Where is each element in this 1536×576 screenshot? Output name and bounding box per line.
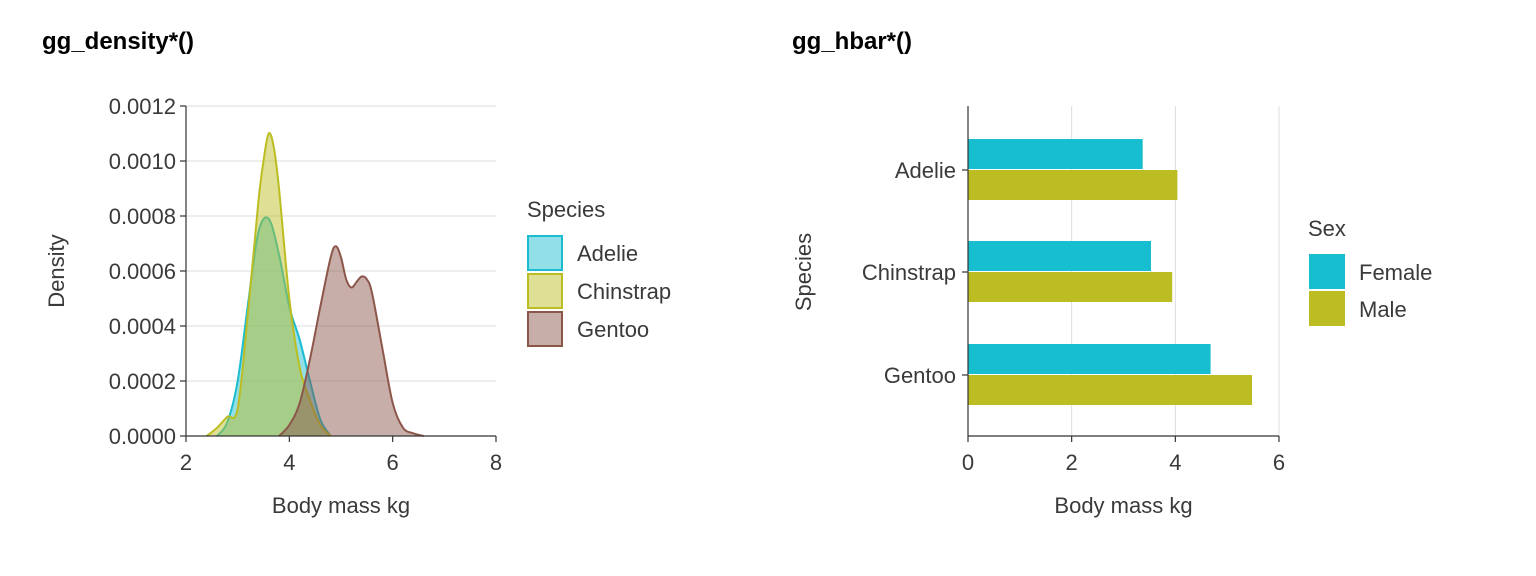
hbar-y-axis-title: Species (791, 233, 816, 311)
density-y-tick-label: 0.0002 (109, 369, 176, 394)
density-x-tick-label: 6 (387, 450, 399, 475)
hbar-x-tick-label: 6 (1273, 450, 1285, 475)
hbar-bar-gentoo-male (968, 375, 1253, 405)
density-legend-label: Adelie (577, 241, 638, 266)
hbar-bar-chinstrap-female (968, 241, 1151, 271)
hbar-legend-label: Female (1359, 260, 1432, 285)
density-legend-title: Species (527, 197, 605, 222)
density-legend-swatch-chinstrap (527, 273, 563, 309)
hbar-category-label: Adelie (895, 158, 956, 183)
hbar-legend-title: Sex (1308, 216, 1346, 241)
hbar-x-tick-label: 2 (1066, 450, 1078, 475)
hbar-legend-swatch-female (1309, 254, 1345, 289)
density-chart-title: gg_density*() (42, 28, 195, 55)
density-legend-label: Chinstrap (577, 279, 671, 304)
density-area-chinstrap (206, 133, 331, 436)
density-x-tick-label: 4 (283, 450, 295, 475)
density-y-tick-label: 0.0006 (109, 259, 176, 284)
hbar-bar-adelie-female (968, 139, 1143, 169)
density-curve-adelie (216, 216, 332, 437)
hbar-category-label: Gentoo (884, 363, 956, 388)
hbar-category-label: Chinstrap (862, 260, 956, 285)
hbar-x-tick-label: 0 (962, 450, 974, 475)
density-legend-label: Gentoo (577, 317, 649, 342)
density-x-tick-label: 2 (180, 450, 192, 475)
density-y-tick-label: 0.0012 (109, 94, 176, 119)
density-legend-swatch-adelie (527, 235, 563, 271)
density-y-tick-label: 0.0004 (109, 314, 176, 339)
hbar-chart-title: gg_hbar*() (792, 28, 912, 55)
hbar-legend-label: Male (1359, 297, 1407, 322)
hbar-bar-adelie-male (968, 170, 1178, 200)
density-y-tick-label: 0.0008 (109, 204, 176, 229)
density-y-axis-title: Density (44, 234, 69, 307)
density-legend-swatch-gentoo (527, 311, 563, 347)
density-x-tick-label: 8 (490, 450, 502, 475)
hbar-bar-chinstrap-male (968, 272, 1173, 302)
density-y-tick-label: 0.0010 (109, 149, 176, 174)
density-area-gentoo (279, 246, 424, 436)
density-curve-chinstrap (206, 132, 332, 437)
hbar-legend-swatch-male (1309, 291, 1345, 326)
density-x-axis-title: Body mass kg (272, 493, 410, 518)
density-curve-gentoo (278, 245, 424, 437)
hbar-x-tick-label: 4 (1169, 450, 1181, 475)
hbar-x-axis-title: Body mass kg (1054, 493, 1192, 518)
hbar-bar-gentoo-female (968, 344, 1211, 374)
density-y-tick-label: 0.0000 (109, 424, 176, 449)
